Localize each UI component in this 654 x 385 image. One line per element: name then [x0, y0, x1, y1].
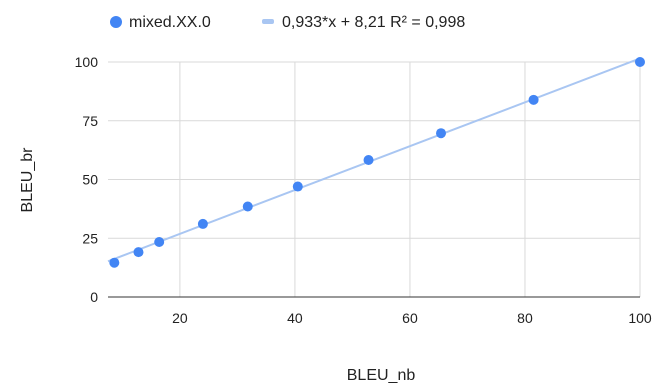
x-axis-title: BLEU_nb [347, 367, 416, 384]
x-tick-label: 80 [517, 310, 533, 326]
trendline [107, 57, 641, 263]
data-point [154, 237, 165, 248]
legend-marker-trendline [262, 19, 274, 24]
x-tick-label: 20 [172, 310, 188, 326]
data-point [242, 201, 253, 212]
x-tick-label: 100 [628, 310, 652, 326]
y-tick-label: 25 [82, 230, 98, 246]
y-tick-label: 75 [82, 113, 98, 129]
legend-label-trendline: 0,933*x + 8,21 R² = 0,998 [282, 14, 465, 31]
legend: mixed.XX.0 0,933*x + 8,21 R² = 0,998 [110, 14, 465, 31]
y-tick-label: 50 [82, 172, 98, 188]
data-point [528, 94, 539, 105]
y-tick-label: 100 [75, 54, 99, 70]
grid [108, 61, 641, 297]
data-point [635, 57, 645, 67]
data-point [436, 128, 447, 139]
data-point [197, 218, 208, 229]
data-point [363, 154, 374, 165]
x-tick-label: 40 [287, 310, 303, 326]
legend-label-series: mixed.XX.0 [129, 14, 211, 31]
data-point [109, 257, 120, 268]
x-tick-label: 60 [402, 310, 418, 326]
y-axis-title: BLEU_br [19, 147, 36, 213]
data-point [133, 247, 144, 258]
points-layer [109, 57, 645, 268]
data-point [292, 181, 303, 192]
legend-marker-series [110, 16, 122, 28]
trendline-layer [107, 57, 641, 263]
y-tick-label: 0 [90, 289, 98, 305]
labels-layer: 0 25 50 75 100 20 40 60 80 100 [75, 54, 652, 326]
